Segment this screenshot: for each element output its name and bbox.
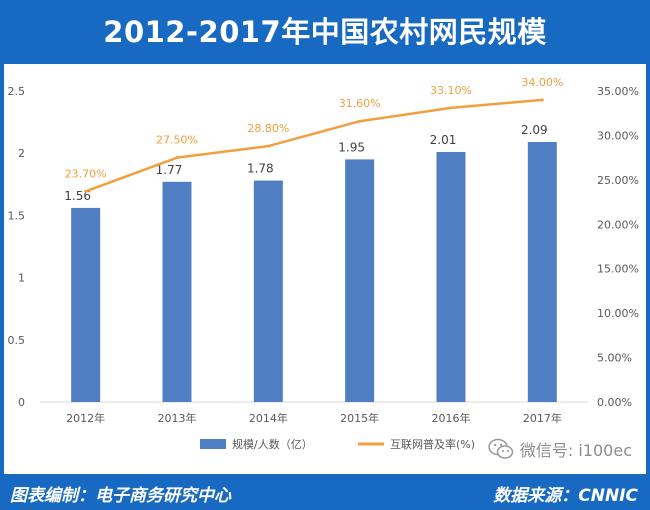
x-tick-label: 2017年 <box>523 411 562 425</box>
y-left-tick-label: 0 <box>18 396 25 409</box>
y-right-tick-label: 15.00% <box>597 263 639 276</box>
line-value-label: 27.50% <box>156 134 198 147</box>
line-point <box>540 98 544 102</box>
y-left-tick-label: 1.5 <box>8 209 26 222</box>
compiler-credit: 图表编制：电子商务研究中心 <box>10 486 231 506</box>
bar-value-label: 1.95 <box>338 140 365 154</box>
data-source: 数据来源：CNNIC <box>493 486 638 506</box>
bar <box>253 180 283 402</box>
footer-bar: 图表编制：电子商务研究中心 数据来源：CNNIC <box>0 474 650 510</box>
line-value-label: 23.70% <box>65 167 107 180</box>
y-left-tick-label: 2 <box>18 147 25 160</box>
x-tick-label: 2014年 <box>249 411 288 425</box>
y-right-tick-label: 10.00% <box>597 307 639 320</box>
line-value-label: 28.80% <box>247 122 289 135</box>
wechat-watermark: 微信号: i100ec <box>488 437 632 461</box>
combo-chart: 0 0.5 1 1.5 2 2.5 0.00% 5.00% 10.00% 15.00% 20.00%… <box>8 76 639 451</box>
y-right-tick-label: 30.00% <box>597 129 639 142</box>
y-right-tick-label: 0.00% <box>597 396 632 409</box>
bar-value-label: 1.77 <box>156 163 183 177</box>
legend-bar-label: 规模/人数（亿） <box>232 437 313 451</box>
bar <box>162 181 192 402</box>
bar <box>436 151 466 402</box>
y-right-tick-label: 35.00% <box>597 85 639 98</box>
bar <box>345 159 375 402</box>
bar-value-label: 1.78 <box>247 162 274 176</box>
wechat-id: 微信号: i100ec <box>519 441 632 460</box>
legend-bar-swatch <box>200 439 226 449</box>
page-title: 2012-2017年中国农村网民规模 <box>0 0 650 64</box>
y-right-tick-label: 25.00% <box>597 174 639 187</box>
x-tick-label: 2016年 <box>432 411 471 425</box>
bar-value-label: 2.01 <box>430 133 457 147</box>
y-left-tick-label: 2.5 <box>8 85 26 98</box>
bar <box>71 207 101 402</box>
line-point <box>266 144 270 148</box>
line-value-label: 33.10% <box>430 84 472 97</box>
line-point <box>449 106 453 110</box>
y-left-tick-label: 1 <box>18 272 25 285</box>
legend-line-label: 互联网普及率(%) <box>390 437 475 451</box>
wechat-icon <box>488 438 514 459</box>
x-tick-label: 2012年 <box>66 411 105 425</box>
bar-value-label: 2.09 <box>521 123 548 137</box>
penetration-rate-line <box>85 98 543 193</box>
x-tick-label: 2013年 <box>158 411 197 425</box>
line-point <box>175 156 179 160</box>
line-point <box>84 189 88 193</box>
y-left-tick-label: 0.5 <box>8 334 26 347</box>
y-right-tick-label: 20.00% <box>597 218 639 231</box>
bar <box>527 142 557 402</box>
line-value-label: 34.00% <box>521 76 563 89</box>
y-right-tick-label: 5.00% <box>597 352 632 365</box>
line-value-label: 31.60% <box>339 97 381 110</box>
bar-value-label: 1.56 <box>64 189 91 203</box>
x-tick-label: 2015年 <box>340 411 379 425</box>
line-point <box>358 119 362 123</box>
